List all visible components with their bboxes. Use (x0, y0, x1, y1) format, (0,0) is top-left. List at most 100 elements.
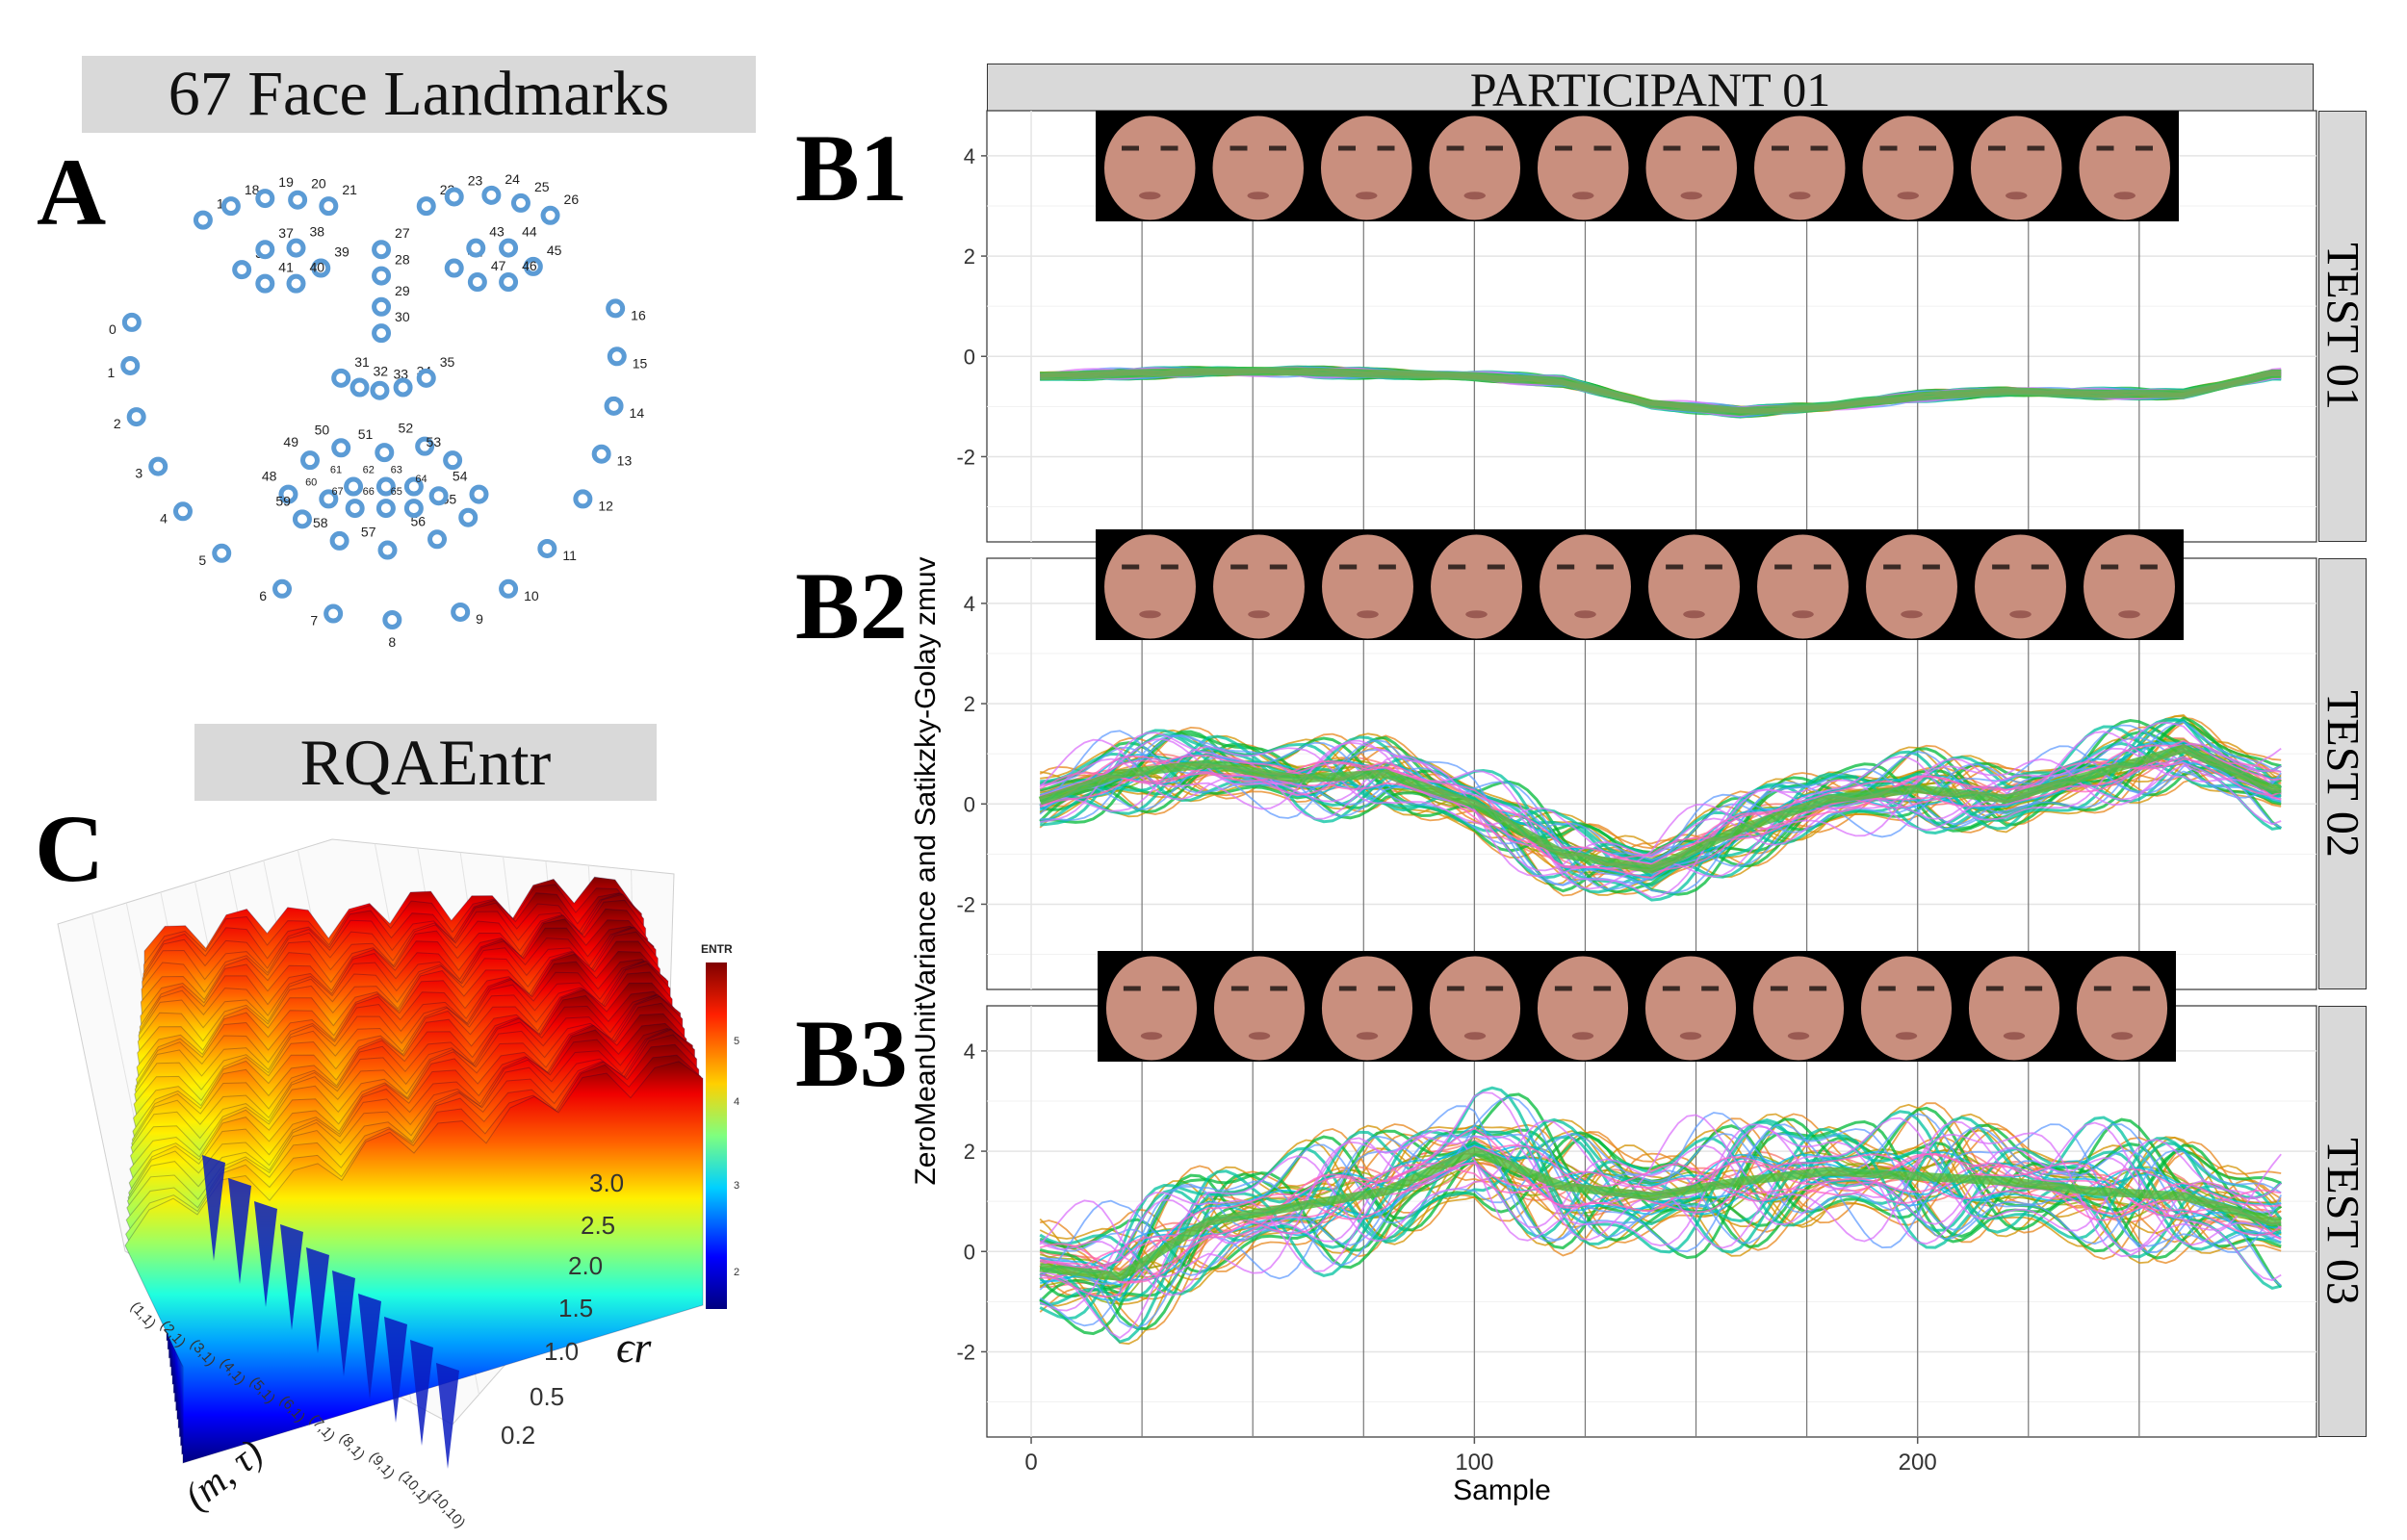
landmark-point (607, 346, 627, 367)
x-tick-label: 0 (1024, 1450, 1037, 1476)
landmark-point (288, 190, 308, 210)
landmark-label: 24 (505, 171, 520, 187)
surface-valley (228, 1178, 251, 1284)
surface-valley (254, 1201, 277, 1307)
series-line (1039, 1086, 2282, 1321)
series-line (1039, 1123, 2282, 1291)
face-frame (1104, 534, 1196, 639)
colorbar-tick: 5 (734, 1036, 739, 1047)
landmark-point (120, 355, 141, 375)
landmark-point (393, 377, 413, 398)
series-line (1039, 1096, 2282, 1327)
landmark-label: 54 (453, 469, 468, 484)
face-frame (1538, 116, 1629, 220)
landmark-label: 13 (617, 453, 633, 469)
colorbar-tick: 4 (734, 1096, 739, 1108)
landmark-label: 48 (262, 469, 277, 484)
face-frame (1752, 956, 1845, 1061)
landmark-label: 30 (395, 309, 410, 324)
colorbar-gradient (706, 962, 727, 1309)
landmark-point (427, 529, 448, 550)
face-frame (2083, 534, 2175, 639)
landmark-point (344, 476, 364, 497)
landmark-label: 61 (330, 465, 342, 476)
surface-valley (306, 1247, 329, 1353)
landmarks-title: 67 Face Landmarks (82, 56, 756, 133)
landmark-point (523, 256, 543, 276)
landmark-label: 40 (310, 260, 325, 275)
landmark-point (375, 443, 395, 463)
landmark-point (349, 377, 370, 398)
y-tick-label: -2 (956, 445, 975, 469)
landmark-point (220, 196, 241, 217)
landmark-label: 31 (354, 354, 370, 370)
landmark-point (573, 489, 593, 509)
series-line (1040, 1143, 2282, 1298)
landmark-point (255, 240, 275, 260)
landmark-point (126, 407, 146, 427)
surface-y-tick: 1.5 (558, 1294, 593, 1322)
landmark-point (451, 602, 471, 622)
series-line (1039, 1114, 2282, 1278)
face-frame (1971, 116, 2062, 220)
panel-letter-b1: B1 (795, 115, 908, 221)
landmark-label: 5 (198, 552, 206, 568)
panel-letter-b2: B2 (795, 552, 908, 659)
landmark-label: 28 (395, 252, 410, 268)
surface-y-label: ϵr (616, 1322, 653, 1372)
series-line (1040, 1127, 2282, 1279)
landmark-point (540, 205, 560, 225)
landmark-point (172, 501, 193, 522)
face-frame (1645, 116, 1737, 220)
y-axis-label: ZeroMeanUnitVariance and Satikzky-Golay … (910, 556, 942, 1186)
landmark-point (443, 450, 463, 471)
surface-y-tick: 0.5 (530, 1382, 564, 1411)
panel-letter-b3: B3 (795, 1000, 908, 1107)
face-frame (2079, 116, 2170, 220)
landmark-point (300, 450, 320, 471)
landmark-label: 64 (415, 474, 427, 485)
landmark-point (121, 312, 142, 332)
landmark-label: 65 (391, 486, 402, 498)
face-frame (1975, 534, 2066, 639)
colorbar-tick: 2 (734, 1267, 739, 1278)
landmark-label: 44 (522, 224, 537, 240)
surface-valley (202, 1155, 225, 1261)
landmark-label: 52 (399, 421, 414, 436)
landmark-label: 12 (598, 498, 613, 513)
landmark-label: 20 (311, 176, 326, 192)
series-line (1039, 1091, 2282, 1312)
landmark-point (377, 540, 398, 560)
landmark-point (403, 499, 424, 519)
face-frame (2076, 956, 2168, 1061)
trend-line (1039, 1146, 2282, 1281)
y-tick-label: 4 (964, 144, 975, 168)
landmark-label: 8 (388, 634, 396, 650)
y-tick-label: 0 (964, 1240, 975, 1264)
landmark-label: 43 (489, 224, 505, 240)
landmark-label: 27 (395, 225, 410, 241)
landmark-label: 41 (278, 260, 294, 275)
landmark-label: 26 (564, 192, 580, 207)
landmark-label: 2 (114, 416, 121, 431)
series-line (1039, 1153, 2282, 1284)
landmark-label: 19 (278, 174, 294, 190)
rqa-entropy-surface: (1,1)(2,1)(3,1)(4,1)(5,1)(6,1)(7,1)(8,1)… (57, 838, 739, 1531)
face-frame (1431, 534, 1522, 639)
landmark-label: 15 (633, 355, 648, 371)
landmark-point (372, 296, 392, 317)
landmark-point (604, 396, 624, 416)
y-tick-label: 0 (964, 345, 975, 369)
y-tick-label: -2 (956, 892, 975, 916)
y-tick-label: -2 (956, 1340, 975, 1364)
surface-y-tick: 3.0 (589, 1168, 624, 1197)
y-tick-label: 4 (964, 592, 975, 616)
landmark-label: 37 (278, 225, 294, 241)
participant-strip: PARTICIPANT 01 (987, 64, 2314, 115)
landmark-point (467, 272, 487, 293)
face-frame (1860, 956, 1953, 1061)
x-tick-label: 100 (1455, 1450, 1493, 1476)
landmark-point (278, 484, 298, 504)
surface-valley (410, 1340, 433, 1446)
landmark-point (499, 238, 519, 258)
